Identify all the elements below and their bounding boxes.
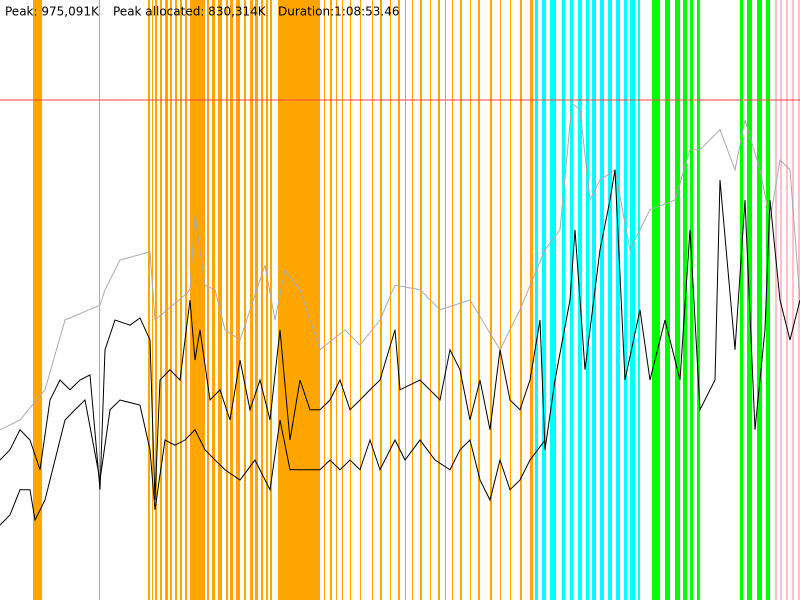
event-stripe [445, 0, 446, 600]
event-stripe [535, 0, 538, 600]
event-stripe [190, 0, 205, 600]
event-stripe [510, 0, 511, 600]
series-line [0, 169, 800, 501]
event-stripe [261, 0, 263, 600]
event-stripe [152, 0, 153, 600]
header: Peak: 975,091K Peak allocated: 830,314K … [5, 5, 400, 19]
event-stripe [99, 0, 100, 600]
event-stripe [230, 0, 233, 600]
event-stripe [616, 0, 620, 600]
event-stripe [624, 0, 627, 600]
series-line [0, 102, 800, 431]
event-stripe [586, 0, 589, 600]
event-stripe [420, 0, 422, 600]
events [33, 0, 800, 600]
event-stripe [405, 0, 406, 600]
event-stripe [372, 0, 373, 600]
event-stripe [336, 0, 337, 600]
lines [0, 99, 800, 526]
event-stripe [460, 0, 462, 600]
event-stripe [226, 0, 228, 600]
peak-allocated-label: Peak allocated: 830,314K [113, 5, 267, 19]
event-stripe [330, 0, 332, 600]
event-stripe [350, 0, 351, 600]
peak-label: Peak: 975,091K [5, 5, 100, 19]
event-stripe [775, 0, 777, 600]
event-stripe [236, 0, 240, 600]
event-stripe [278, 0, 320, 600]
event-stripe [360, 0, 361, 600]
event-stripe [740, 0, 743, 600]
event-stripe [665, 0, 670, 600]
event-stripe [638, 0, 640, 600]
event-stripe [218, 0, 222, 600]
event-stripe [600, 0, 604, 600]
event-stripe [398, 0, 400, 600]
event-stripe [390, 0, 391, 600]
event-stripe [452, 0, 453, 600]
event-stripe [160, 0, 162, 600]
event-stripe [675, 0, 680, 600]
event-stripe [244, 0, 246, 600]
event-stripe [33, 0, 42, 600]
event-stripe [608, 0, 612, 600]
event-stripe [766, 0, 770, 600]
event-stripe [478, 0, 480, 600]
event-stripe [324, 0, 325, 600]
event-stripe [185, 0, 187, 600]
event-stripe [207, 0, 209, 600]
event-stripe [652, 0, 660, 600]
event-stripe [250, 0, 253, 600]
event-stripe [542, 0, 546, 600]
event-stripe [175, 0, 177, 600]
event-stripe [412, 0, 413, 600]
event-stripe [180, 0, 182, 600]
event-stripe [570, 0, 573, 600]
event-stripe [630, 0, 635, 600]
event-stripe [212, 0, 215, 600]
event-stripe [786, 0, 788, 600]
event-stripe [780, 0, 782, 600]
event-stripe [165, 0, 168, 600]
event-stripe [380, 0, 382, 600]
event-stripe [520, 0, 522, 600]
event-stripe [562, 0, 565, 600]
event-stripe [342, 0, 343, 600]
event-stripe [266, 0, 268, 600]
event-stripe [530, 0, 533, 600]
event-stripe [155, 0, 157, 600]
event-stripe [255, 0, 258, 600]
event-stripe [490, 0, 492, 600]
event-stripe [438, 0, 440, 600]
event-stripe [500, 0, 501, 600]
event-stripe [697, 0, 700, 600]
duration-label: Duration:1:08:53.46 [278, 5, 400, 19]
event-stripe [792, 0, 794, 600]
event-stripe [550, 0, 556, 600]
event-stripe [690, 0, 693, 600]
event-stripe [148, 0, 150, 600]
event-stripe [757, 0, 762, 600]
series-line [0, 399, 546, 526]
event-stripe [798, 0, 800, 600]
event-stripe [170, 0, 172, 600]
